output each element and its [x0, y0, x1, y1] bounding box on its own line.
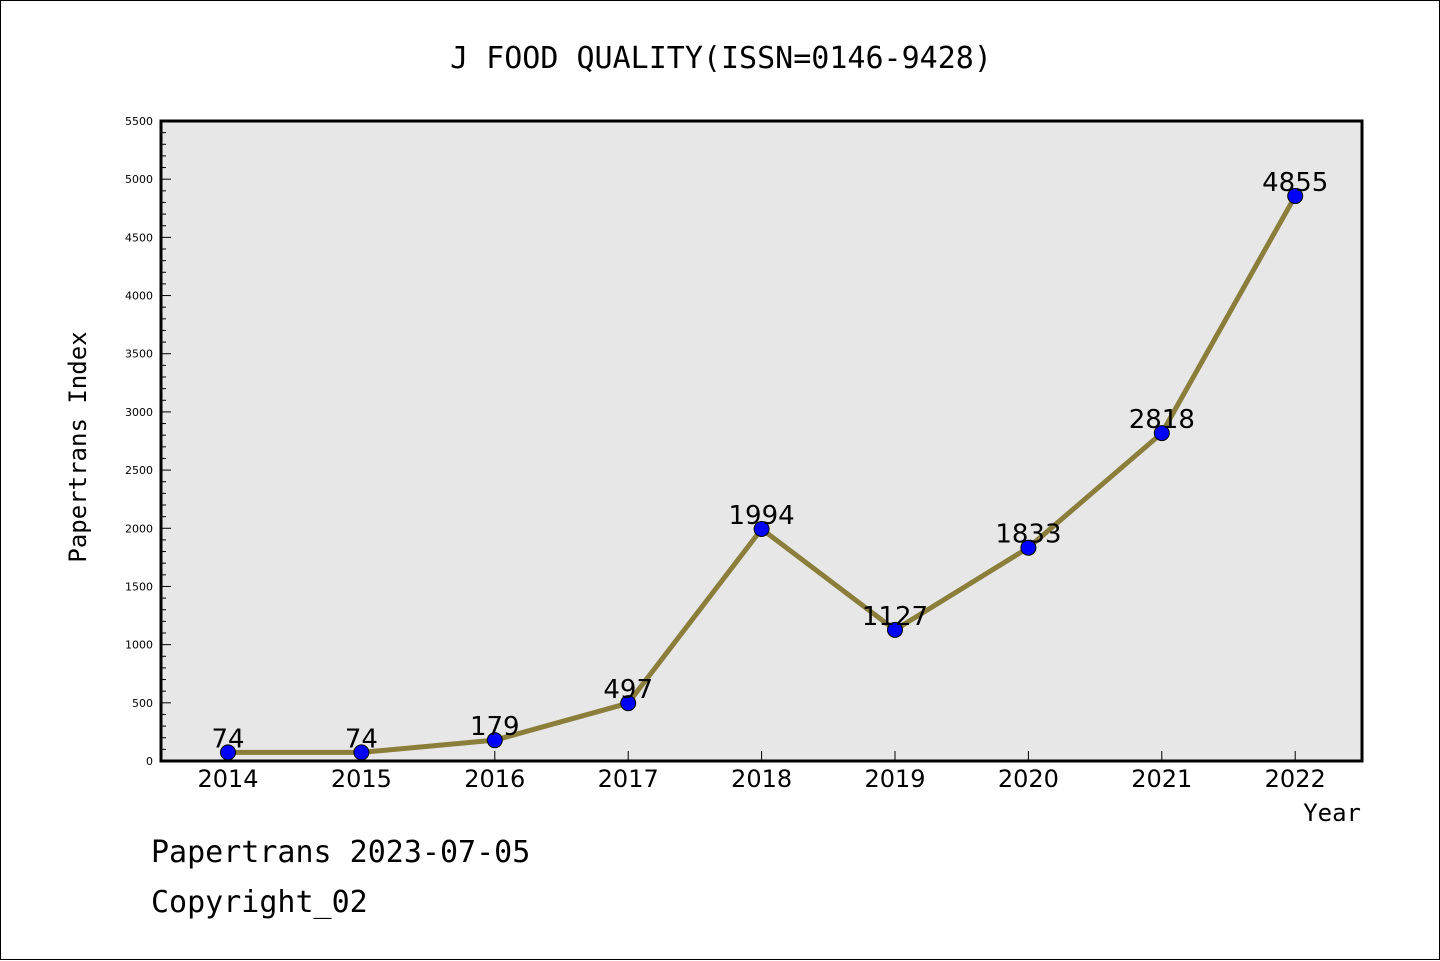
series-line-segment: [1025, 430, 1165, 551]
data-point: [1153, 425, 1170, 442]
data-label: 74: [211, 724, 244, 754]
plot-area: [159, 119, 1364, 763]
x-tick-label: 2020: [998, 765, 1059, 793]
data-label: 1994: [729, 501, 795, 531]
data-point: [486, 732, 503, 749]
data-label: 4855: [1262, 168, 1328, 198]
y-tick-label: 5000: [125, 173, 153, 186]
y-axis-label: Papertrans Index: [64, 331, 92, 562]
x-tick-label: 2022: [1265, 765, 1326, 793]
data-label: 179: [470, 712, 520, 742]
y-tick-label: 2500: [125, 464, 153, 477]
series-line-segment: [625, 526, 765, 706]
data-point: [353, 744, 370, 761]
y-tick-label: 4500: [125, 231, 153, 244]
data-label: 1127: [862, 602, 928, 632]
y-axis-ticks: [161, 120, 171, 762]
data-label: 1833: [995, 520, 1061, 550]
y-tick-label: 1500: [125, 580, 153, 593]
x-tick-label: 2014: [197, 765, 258, 793]
y-tick-label: 0: [146, 755, 153, 768]
x-tick-label: 2021: [1131, 765, 1192, 793]
series-line-segment: [1159, 193, 1298, 436]
data-label: 74: [345, 724, 378, 754]
y-tick-label: 500: [132, 697, 153, 710]
chart-title: J FOOD QUALITY(ISSN=0146-9428): [450, 41, 992, 76]
data-point: [753, 520, 770, 537]
data-point: [887, 621, 903, 638]
series-points: [220, 188, 1304, 761]
y-tick-label: 3000: [125, 406, 153, 419]
series-line-segment: [759, 526, 898, 633]
y-tick-label: 5500: [125, 115, 153, 128]
y-tick-label: 4000: [125, 290, 153, 303]
x-tick-label: 2017: [598, 765, 659, 793]
x-axis-label: Year: [1303, 799, 1361, 827]
data-point: [1020, 539, 1037, 556]
data-labels: 74 74 179 497 1994 1127 1833 2818 4855: [211, 168, 1328, 754]
x-tick-label: 2018: [731, 765, 792, 793]
x-tick-label: 2015: [331, 765, 392, 793]
series-lines: [225, 193, 1298, 755]
y-axis-tick-labels: 0 500 1000 1500 2000 2500 3000 3500 4000 4500 5000…: [125, 115, 153, 768]
series-line-segment: [358, 737, 498, 755]
series-line-segment: [492, 700, 631, 743]
data-point: [1287, 188, 1304, 205]
y-tick-label: 2000: [125, 522, 153, 535]
x-tick-label: 2016: [464, 765, 525, 793]
y-tick-label: 3500: [125, 348, 153, 361]
x-tick-label: 2019: [864, 765, 925, 793]
data-label: 497: [603, 675, 653, 705]
data-point: [620, 695, 637, 712]
footer-copyright: Copyright_02: [151, 885, 368, 920]
footer-date: Papertrans 2023-07-05: [151, 835, 531, 870]
data-label: 2818: [1129, 405, 1195, 435]
y-tick-label: 1000: [125, 639, 153, 652]
x-axis-tick-labels: 2014 2015 2016 2017 2018 2019 2020 2021 2022: [197, 765, 1325, 793]
series-line-segment: [892, 545, 1031, 633]
data-point: [220, 744, 236, 761]
